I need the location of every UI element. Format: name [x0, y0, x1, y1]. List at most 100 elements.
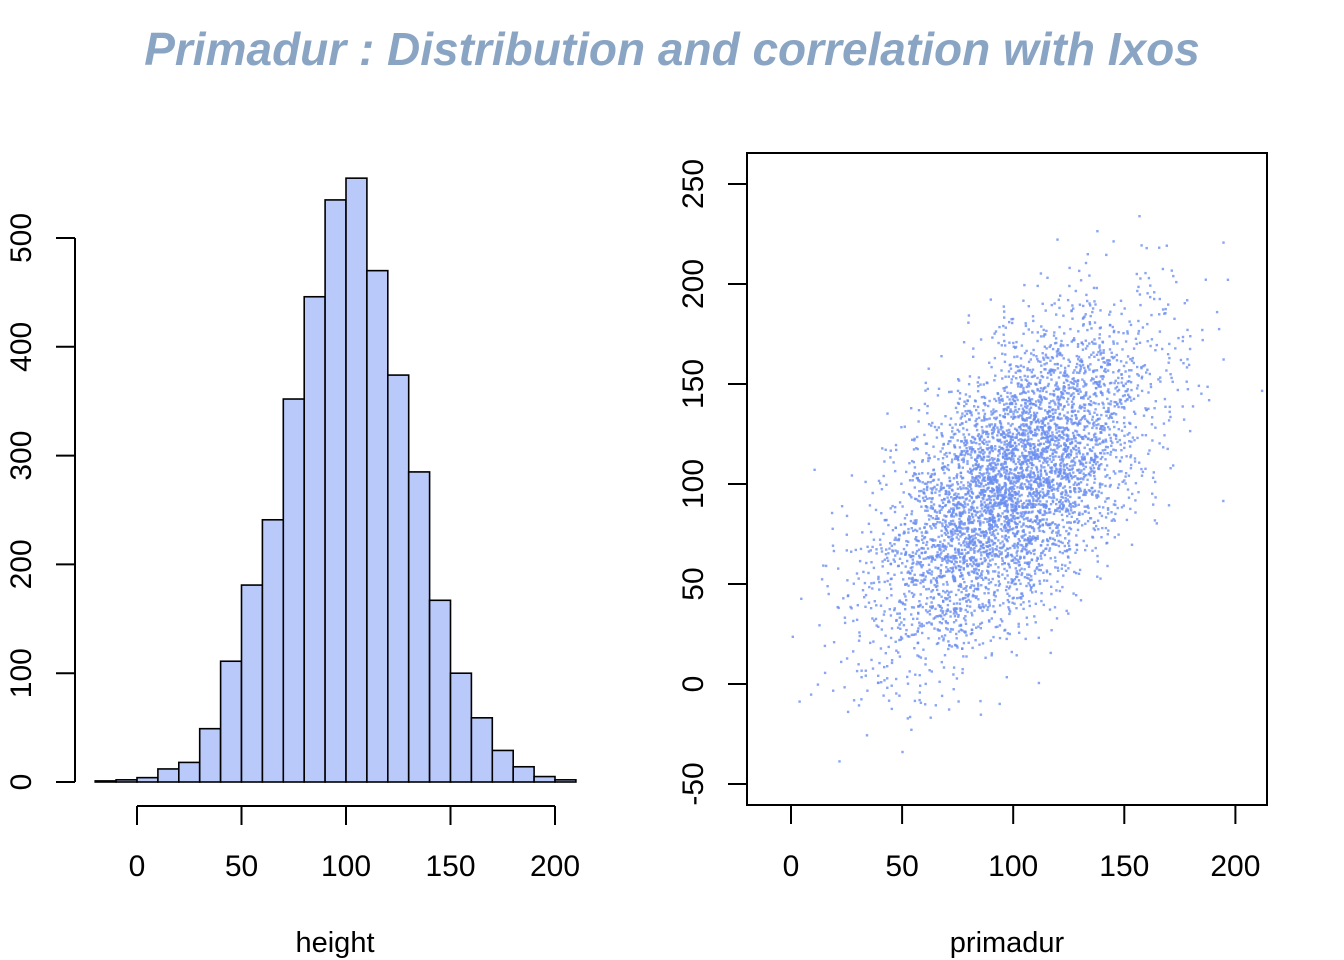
scatter-point — [994, 399, 998, 403]
scatter-point — [1033, 503, 1036, 506]
scatter-point — [978, 454, 981, 457]
scatter-point — [961, 510, 964, 514]
scatter-point — [1106, 564, 1109, 568]
scatter-point — [1050, 585, 1053, 588]
scatter-point — [1068, 561, 1072, 564]
scatter-point — [1067, 542, 1070, 545]
scatter-point — [976, 405, 980, 409]
scatter-point — [1049, 486, 1052, 489]
scatter-point — [1140, 389, 1144, 393]
scatter-point — [1112, 357, 1115, 360]
scatter-point — [1114, 387, 1117, 390]
scatter-point — [1093, 481, 1096, 484]
scatter-point — [1042, 358, 1046, 361]
scatter-point — [1046, 491, 1050, 494]
scatter-point — [1072, 402, 1075, 406]
scatter-point — [959, 585, 963, 588]
scatter-point — [1008, 398, 1011, 401]
scatter-point — [1015, 554, 1019, 557]
scatter-point — [1082, 403, 1086, 406]
scatter-point — [1081, 416, 1085, 419]
scatter-point — [1124, 370, 1127, 373]
scatter-point — [1055, 350, 1059, 353]
histogram-y-tick-label: 200 — [5, 539, 38, 589]
scatter-point — [983, 494, 986, 497]
scatter-point — [946, 597, 949, 600]
scatter-point — [1154, 349, 1157, 352]
scatter-point — [942, 666, 946, 669]
scatter-point — [1027, 451, 1031, 454]
scatter-point — [996, 460, 999, 463]
scatter-point — [974, 482, 978, 485]
scatter-point — [1078, 388, 1081, 391]
histogram-x-tick-label: 0 — [129, 850, 146, 883]
scatter-point — [962, 561, 965, 564]
scatter-point — [998, 488, 1001, 491]
scatter-point — [997, 450, 1000, 453]
scatter-point — [1020, 404, 1023, 407]
scatter-point — [970, 451, 973, 454]
scatter-point — [1053, 443, 1056, 446]
scatter-point — [1004, 326, 1007, 329]
scatter-point — [1033, 411, 1036, 414]
scatter-point — [1110, 355, 1113, 359]
scatter-point — [1005, 529, 1008, 532]
scatter-point — [988, 472, 991, 475]
scatter-point — [1002, 408, 1005, 411]
scatter-point — [922, 488, 926, 491]
scatter-point — [1089, 379, 1093, 382]
scatter-point — [1035, 499, 1038, 502]
scatter-point — [1017, 480, 1020, 483]
scatter-point — [960, 415, 963, 418]
scatter-point — [1066, 416, 1069, 420]
scatter-point — [1041, 524, 1045, 527]
scatter-point — [1169, 467, 1172, 470]
scatter-point — [1020, 378, 1023, 382]
scatter-point — [1005, 408, 1008, 412]
scatter-point — [1077, 482, 1081, 485]
scatter-point — [1120, 377, 1124, 380]
scatter-point — [1072, 501, 1075, 505]
scatter-point — [1098, 346, 1101, 349]
scatter-point — [1072, 471, 1075, 474]
scatter-point — [1020, 572, 1024, 575]
scatter-point — [1027, 577, 1030, 580]
scatter-point — [1032, 319, 1035, 323]
scatter-point — [894, 554, 897, 557]
scatter-point — [1078, 449, 1081, 452]
scatter-point — [893, 510, 897, 514]
scatter-point — [1040, 456, 1043, 459]
scatter-point — [992, 426, 995, 429]
scatter-point — [970, 448, 974, 451]
scatter-point — [945, 545, 948, 548]
scatter-point — [1154, 480, 1157, 484]
scatter-point — [949, 567, 952, 570]
scatter-point — [1083, 409, 1086, 412]
scatter-point — [1168, 342, 1171, 346]
scatter-point — [996, 439, 1000, 442]
scatter-point — [1098, 327, 1102, 330]
scatter-point — [1022, 299, 1025, 302]
scatter-point — [1117, 331, 1120, 334]
scatter-point — [938, 637, 941, 640]
scatter-point — [1022, 545, 1025, 549]
scatter-point — [1038, 390, 1042, 393]
scatter-point — [1030, 483, 1033, 486]
scatter-point — [1036, 477, 1040, 480]
scatter-point — [977, 625, 980, 628]
scatter-point — [1107, 388, 1110, 391]
scatter-point — [1082, 397, 1085, 400]
scatter-point — [1026, 480, 1029, 483]
scatter-point — [932, 478, 936, 482]
scatter-point — [1029, 538, 1033, 541]
scatter-point — [944, 620, 947, 623]
scatter-point — [925, 482, 928, 485]
scatter-point — [938, 555, 941, 559]
scatter-point — [1035, 411, 1039, 415]
scatter-point — [904, 595, 907, 598]
scatter-point — [957, 588, 960, 592]
scatter-point — [964, 593, 968, 597]
scatter-point — [957, 615, 960, 618]
scatter-point — [979, 520, 982, 523]
scatter-point — [917, 420, 920, 423]
